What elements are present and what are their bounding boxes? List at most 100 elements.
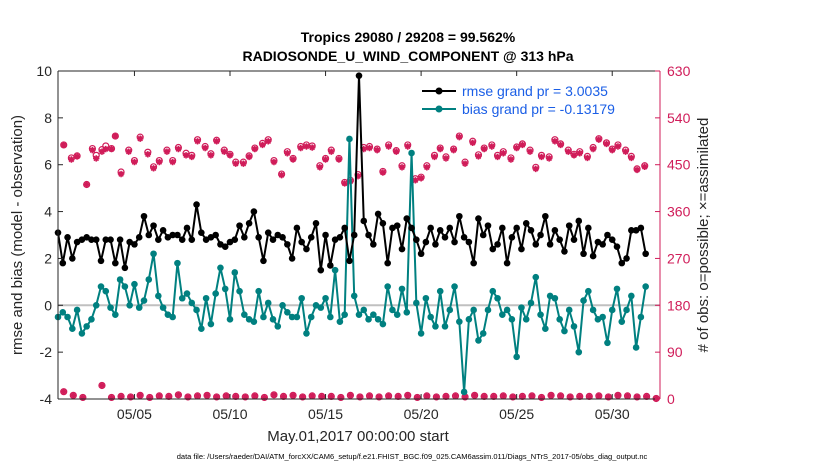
obs-low-assimilated-marker xyxy=(614,392,622,399)
obs-low-assimilated-marker xyxy=(452,392,459,400)
bias-point xyxy=(408,149,415,157)
obs-low-assimilated-marker xyxy=(251,392,259,400)
bias-point xyxy=(298,294,305,302)
bias-point xyxy=(92,301,100,309)
bias-point xyxy=(59,309,67,316)
bias-point xyxy=(303,330,310,337)
bias-point xyxy=(97,283,105,290)
rmse-point xyxy=(470,259,477,267)
rmse-point xyxy=(241,234,248,241)
bias-point xyxy=(432,323,439,330)
bias-point xyxy=(188,299,196,307)
rmse-point xyxy=(365,231,372,239)
bias-point xyxy=(632,344,640,351)
obs-assimilated-marker xyxy=(144,151,152,158)
rmse-point xyxy=(642,250,649,258)
y-tick-label: -4 xyxy=(40,391,53,407)
bias-point xyxy=(441,323,449,330)
rmse-point xyxy=(370,241,377,248)
rmse-point xyxy=(145,231,153,239)
obs-low-assimilated-marker xyxy=(127,393,134,401)
obs-assimilated-marker xyxy=(182,152,190,159)
rmse-point xyxy=(432,241,439,248)
y-axis-label: rmse and bias (model - observation) xyxy=(9,115,26,355)
rmse-point xyxy=(346,257,353,265)
rmse-point xyxy=(575,217,583,225)
bias-point xyxy=(628,292,635,300)
obs-low-assimilated-marker xyxy=(480,393,488,400)
rmse-point xyxy=(174,231,181,239)
bias-point xyxy=(561,327,568,335)
obs-assimilated-marker xyxy=(89,146,96,154)
y-tick-label: 8 xyxy=(44,110,52,126)
y-tick-label: 4 xyxy=(44,204,52,220)
rmse-point xyxy=(255,234,262,241)
rmse-point xyxy=(245,219,253,227)
obs-assimilated-marker xyxy=(201,144,209,152)
bias-point xyxy=(327,313,334,321)
obs-assimilated-marker xyxy=(102,145,109,153)
bias-point xyxy=(508,316,516,323)
rmse-point xyxy=(398,245,406,253)
bias-point xyxy=(537,311,544,318)
rmse-point xyxy=(69,255,76,262)
bias-point xyxy=(484,306,492,314)
bias-line xyxy=(57,137,647,393)
obs-assimilated-marker xyxy=(628,154,635,162)
bias-point xyxy=(436,287,444,295)
obs-assimilated-marker xyxy=(169,158,176,166)
rmse-point xyxy=(92,236,100,243)
rmse-point xyxy=(618,259,626,267)
bias-point xyxy=(69,325,76,333)
obs-low-assimilated-marker xyxy=(156,392,163,400)
bias-point xyxy=(522,316,530,323)
obs-assimilated-marker xyxy=(308,144,316,151)
bias-point xyxy=(131,280,138,288)
obs-assimilated-marker xyxy=(322,156,329,163)
bias-point xyxy=(479,330,487,337)
obs-low-assimilated-marker xyxy=(375,393,383,401)
bias-point xyxy=(398,285,406,293)
obs-assimilated-marker xyxy=(412,177,419,184)
bias-point xyxy=(623,306,630,314)
obs-assimilated-marker xyxy=(284,150,291,157)
rmse-point xyxy=(422,238,430,246)
bias-point xyxy=(140,297,148,304)
legend: rmse grand pr = 3.0035 bias grand pr = -… xyxy=(422,83,615,117)
bias-point xyxy=(155,292,162,300)
rmse-point xyxy=(589,252,597,260)
rmse-point xyxy=(484,222,492,229)
bias-point xyxy=(460,388,468,396)
bias-point xyxy=(346,135,353,143)
obs-assimilated-marker xyxy=(60,141,67,149)
obs-assimilated-marker xyxy=(442,155,450,162)
bias-point xyxy=(64,313,71,321)
obs-low-assimilated-marker xyxy=(108,394,115,401)
bias-point xyxy=(178,294,186,302)
obs-low-assimilated-marker xyxy=(624,392,631,400)
rmse-point xyxy=(513,224,520,232)
rmse-point xyxy=(59,259,67,267)
obs-low-assimilated-marker xyxy=(203,392,211,399)
obs-low-assimilated-marker xyxy=(414,394,421,401)
obs-low-assimilated-marker xyxy=(280,393,287,400)
bias-point xyxy=(107,304,114,311)
bias-point xyxy=(503,306,511,314)
obs-low-assimilated-marker xyxy=(442,393,450,400)
obs-assimilated-marker xyxy=(576,150,583,157)
obs-assimilated-marker xyxy=(423,164,431,171)
obs-assimilated-marker xyxy=(194,138,201,145)
bias-point xyxy=(193,306,200,314)
bias-point xyxy=(202,294,210,302)
bias-point xyxy=(102,287,110,295)
rmse-point xyxy=(384,259,391,267)
y-right-tick-label: 90 xyxy=(667,344,683,360)
plot-area xyxy=(58,71,660,399)
obs-assimilated-marker xyxy=(538,153,545,161)
bias-point xyxy=(489,287,497,295)
obs-low-assimilated-marker xyxy=(117,393,125,400)
rmse-point xyxy=(88,236,95,243)
obs-assimilated-marker xyxy=(93,155,100,162)
obs-assimilated-marker xyxy=(245,153,253,161)
bias-point xyxy=(83,323,90,330)
